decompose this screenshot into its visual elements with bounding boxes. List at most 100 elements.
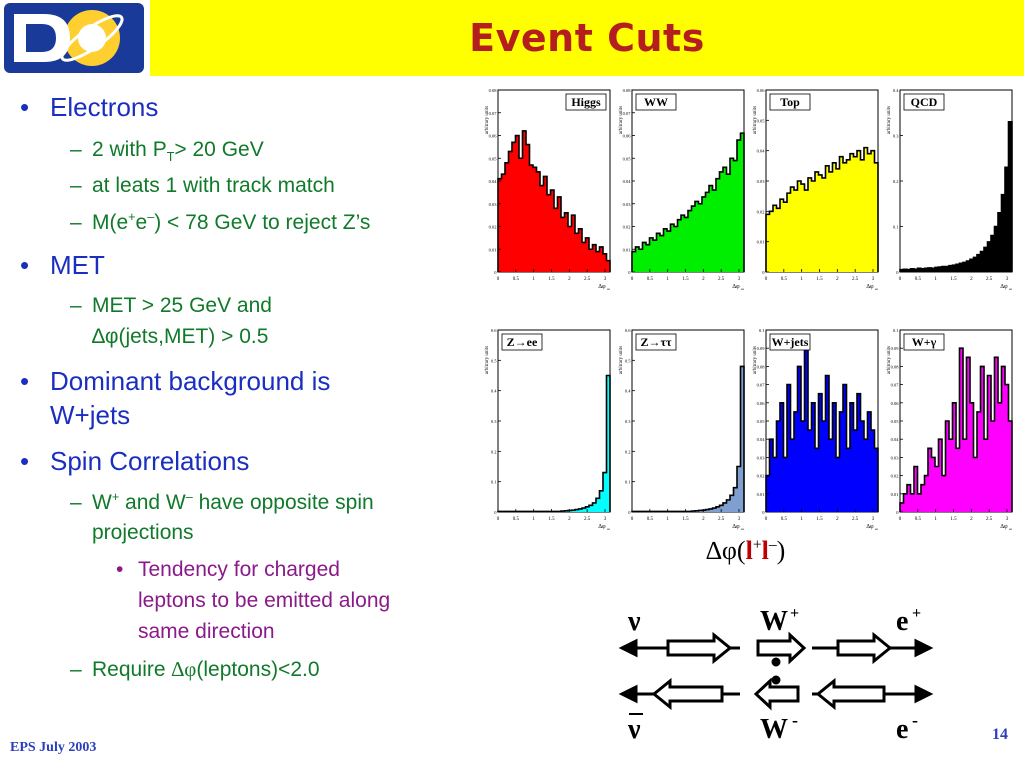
plot-6-xtick-label: 2.5 [718, 517, 725, 522]
plot-5: 0 0.1 0.2 0.3 0.4 0.5 0.6 0 0.5 1 1.5 2 2.5 3 arbitrar… [485, 328, 611, 531]
plot-1-ytick-label: 0.06 [489, 134, 498, 139]
plot-4-xtick-label: 3 [1006, 277, 1009, 282]
sub-met-cut-line1: MET > 25 GeV and [92, 294, 272, 317]
plot-2-ytick-label: 0.08 [623, 88, 632, 93]
title-bar: Event Cuts [0, 0, 1024, 76]
plot-2-bar [709, 185, 713, 272]
plot-8-bar [921, 484, 925, 512]
plot-5-bar [596, 498, 600, 512]
plot-4-legend-box [903, 93, 945, 111]
sub-electron-track-text: at leats 1 with track match [92, 174, 335, 197]
plot-4-outline [899, 121, 1013, 272]
plot-2-bar [716, 178, 720, 272]
plot-6-bar [712, 508, 717, 512]
w-plus-dot [771, 657, 781, 667]
plot-4-bar [998, 212, 1002, 272]
plot-6-xtick-label: 2 [702, 517, 705, 522]
plot-4-bar [994, 226, 999, 272]
plot-3-bar [794, 190, 798, 272]
plot-3-bar [843, 162, 847, 272]
plot-8: 0 0.01 0.02 0.03 0.04 0.05 0.06 0.07 0.08 0.09 0.1… [887, 328, 1013, 531]
plot-6-outline [631, 365, 745, 513]
plot-6-bar [709, 508, 713, 512]
plot-2-bar [635, 246, 640, 272]
plot-7-bar [839, 411, 844, 512]
plot-6-legend-label: Z→ττ [640, 335, 672, 349]
plot-2-bar [684, 217, 689, 272]
plot-4-bar [924, 268, 929, 272]
plot-2-ytick-label: 0.06 [623, 134, 632, 139]
plot-3: 0 0.01 0.02 0.03 0.04 0.05 0.06 0 0.5 1 1.5 2 2.5 3 ar… [753, 88, 879, 291]
plot-1-ytick-label: 0.02 [489, 225, 497, 230]
plot-2-ylabel: arbitrary units [619, 106, 624, 134]
require-post: (leptons)<2.0 [196, 658, 320, 681]
plot-6-ytick-label: 0.4 [625, 389, 631, 394]
plot-4-xtick-label: 2.5 [986, 277, 993, 282]
plot-3-xtick-label: 2.5 [852, 277, 859, 282]
plot-3-ytick-label: 0 [762, 270, 765, 275]
plot-6-bar [737, 466, 741, 512]
plot-8-xtick-label: 1 [934, 517, 937, 522]
e-plus-spin-arrow [836, 631, 893, 665]
plot-6-ytick-label: 0.3 [625, 419, 631, 424]
plot-2-bar [702, 196, 706, 272]
plot-4-bar [1008, 121, 1013, 272]
plot-1-bar [498, 178, 502, 272]
plot-1-bar [592, 244, 597, 272]
plot-1-ytick-label: 0.04 [489, 179, 498, 184]
logo-letter-d [14, 14, 70, 62]
plot-2-bar [740, 133, 745, 272]
plot-1-bar [575, 233, 579, 272]
plot-1-bar [522, 130, 527, 272]
plot-4-ytick-label: 0.2 [893, 179, 899, 184]
plot-6-bar [719, 505, 724, 512]
plot-1-bar [526, 144, 530, 272]
e-minus-sup: - [912, 710, 918, 730]
plot-8-bar [994, 357, 999, 512]
plot-3-bar [818, 174, 823, 272]
plot-6-ylabel: arbitrary units [619, 346, 624, 374]
plot-3-bar [836, 168, 840, 272]
plot-4-bar [903, 269, 908, 272]
plot-4-bar [942, 266, 946, 272]
plot-5-xtick-label: 1.5 [548, 517, 555, 522]
plot-7-bar [797, 366, 802, 512]
plot-3-outline [765, 146, 879, 272]
w-minus-label: W [760, 714, 788, 745]
plot-1-bar [540, 185, 544, 272]
plot-7-bar [857, 393, 861, 512]
plot-3-legend-label: Top [780, 95, 800, 109]
plot-7-bar [811, 402, 816, 512]
w-plus-spin-arrow [756, 631, 807, 665]
plot-3-legend-box [769, 93, 811, 111]
dphi-lepton2: l [761, 536, 769, 565]
plot-3-bar [776, 208, 781, 272]
plot-2-xlabel-sub: ee [741, 287, 745, 291]
bullet-met-text: MET [50, 250, 105, 280]
nu-spin-arrow [666, 631, 733, 665]
plot-7: 0 0.01 0.02 0.03 0.04 0.05 0.06 0.07 0.08 0.09 0.1… [753, 328, 879, 531]
plot-7-xtick-label: 2.5 [852, 517, 859, 522]
sub-electron-pt-text: 2 with P [92, 138, 167, 161]
plot-2-bar [737, 140, 741, 272]
plot-8-bar [928, 448, 932, 512]
plot-2-ytick-label: 0.02 [623, 225, 631, 230]
plot-5-frame [497, 329, 611, 513]
nubar-label: ν [627, 714, 641, 745]
plot-8-legend-box [903, 333, 945, 351]
plot-2-bar [649, 237, 654, 273]
plot-3-bar [846, 159, 851, 272]
plot-7-ytick-label: 0.06 [757, 401, 766, 406]
spin-diagram: ν W + e + ν W - e - [618, 605, 934, 745]
plot-7-xtick-label: 1.5 [816, 517, 823, 522]
plot-3-bar [790, 187, 795, 272]
plot-4-bar [966, 261, 971, 272]
spin-text-pre: W [92, 491, 112, 514]
plot-1-bar [547, 194, 551, 272]
plot-6-xtick-label: 0 [631, 517, 634, 522]
plot-4-bar [987, 241, 992, 272]
logo-orbit [60, 14, 124, 62]
plot-7-legend-box [769, 333, 811, 351]
plot-8-bar [942, 475, 946, 512]
top-row-arrows [618, 631, 934, 667]
